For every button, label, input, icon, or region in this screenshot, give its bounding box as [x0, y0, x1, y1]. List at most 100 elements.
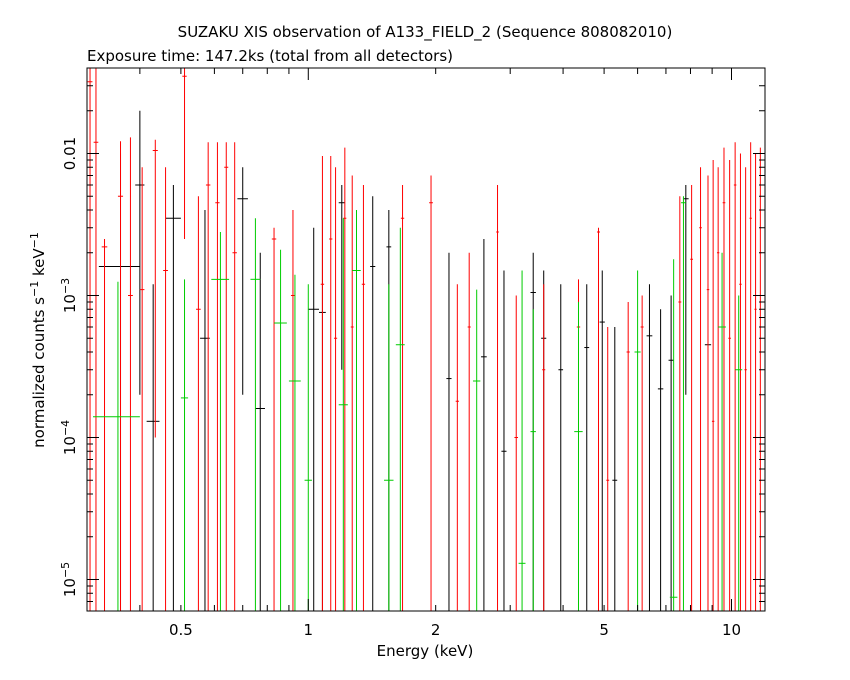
data-point [584, 284, 590, 611]
data-point [739, 153, 742, 611]
chart-subtitle: Exposure time: 147.2ks (total from all d… [87, 47, 453, 65]
data-point [744, 167, 747, 611]
data-point [232, 142, 237, 611]
data-point [530, 309, 536, 611]
y-axis-label-group: normalized counts s−1 keV−1 [28, 232, 48, 448]
data-point [634, 270, 641, 611]
data-point [722, 147, 726, 611]
data-point [163, 167, 168, 611]
data-point [343, 147, 347, 611]
data-point [146, 284, 160, 611]
y-tick-label: 10−3 [59, 278, 79, 313]
y-tick-label-group: 0.01 [61, 137, 79, 170]
axes-box [86, 67, 766, 612]
data-point [681, 196, 686, 611]
data-point [599, 270, 605, 611]
data-point [735, 295, 743, 611]
data-point [152, 139, 158, 438]
data-point [606, 326, 610, 611]
y-tick-label-group: 10−5 [59, 562, 79, 597]
data-point [501, 270, 507, 611]
data-point [542, 284, 546, 611]
data-point [93, 281, 140, 611]
data-point [481, 238, 487, 611]
data-point [304, 284, 312, 611]
series-0 [98, 110, 712, 611]
data-point [514, 295, 519, 611]
data-point [657, 309, 664, 611]
data-point [135, 110, 145, 395]
data-point [117, 141, 124, 611]
data-point [668, 295, 674, 611]
data-point [759, 147, 762, 611]
y-tick-label: 0.01 [61, 137, 79, 170]
data-point [255, 252, 265, 611]
plot-frame [86, 67, 766, 612]
data-point [215, 142, 220, 611]
data-point [496, 184, 499, 611]
y-tick-label: 10−5 [59, 562, 79, 597]
data-series-layer [87, 68, 762, 611]
data-point [128, 137, 133, 611]
x-axis-label: Energy (keV) [377, 642, 474, 660]
data-point [211, 231, 230, 611]
data-point [699, 167, 702, 611]
data-point [101, 238, 108, 611]
data-point [329, 156, 333, 611]
data-point [308, 227, 319, 611]
x-tick-label: 5 [599, 621, 609, 639]
data-point [446, 252, 452, 611]
data-point [165, 184, 181, 611]
y-tick-label-group: 10−4 [59, 420, 79, 455]
data-point [196, 196, 201, 611]
data-point [338, 218, 348, 611]
data-point [754, 153, 757, 611]
x-tick-label: 10 [722, 621, 741, 639]
data-point [711, 159, 715, 611]
data-point [455, 284, 459, 611]
data-point [350, 175, 354, 611]
data-point [626, 301, 630, 611]
data-point [706, 175, 710, 611]
data-point [718, 252, 726, 611]
data-point [716, 167, 720, 611]
data-point [669, 259, 678, 611]
data-point [338, 184, 345, 370]
data-point [87, 68, 93, 611]
data-point [384, 284, 394, 611]
data-point [250, 218, 261, 611]
chart-title: SUZAKU XIS observation of A133_FIELD_2 (… [178, 23, 673, 42]
data-point [596, 227, 601, 611]
y-axis-label: normalized counts s−1 keV−1 [28, 232, 48, 448]
data-point [612, 326, 618, 611]
y-tick-label: 10−4 [59, 420, 79, 455]
data-point [352, 210, 361, 611]
x-tick-label: 0.5 [169, 621, 193, 639]
series-1 [87, 68, 762, 611]
data-point [640, 295, 644, 611]
data-point [205, 142, 211, 611]
data-point [728, 159, 731, 611]
data-point [320, 156, 325, 611]
y-tick-label-group: 10−3 [59, 278, 79, 313]
data-point [429, 175, 433, 611]
data-point [690, 184, 693, 611]
data-point [678, 196, 682, 611]
data-point [518, 270, 526, 611]
data-point [574, 301, 583, 611]
data-point [558, 284, 564, 611]
data-point [288, 274, 301, 611]
x-tick-label: 1 [304, 621, 314, 639]
data-point [139, 167, 145, 611]
data-point [93, 68, 99, 611]
axis-ticks: 0.5 1 2 5 10 10−5 10−4 10−3 0.01 [59, 67, 765, 639]
x-tick-label: 2 [431, 621, 441, 639]
data-point [472, 289, 481, 611]
data-point [400, 184, 405, 611]
data-point [467, 252, 471, 611]
series-2 [93, 196, 743, 611]
data-point [274, 249, 287, 611]
data-point [182, 68, 187, 239]
data-point [733, 142, 737, 611]
